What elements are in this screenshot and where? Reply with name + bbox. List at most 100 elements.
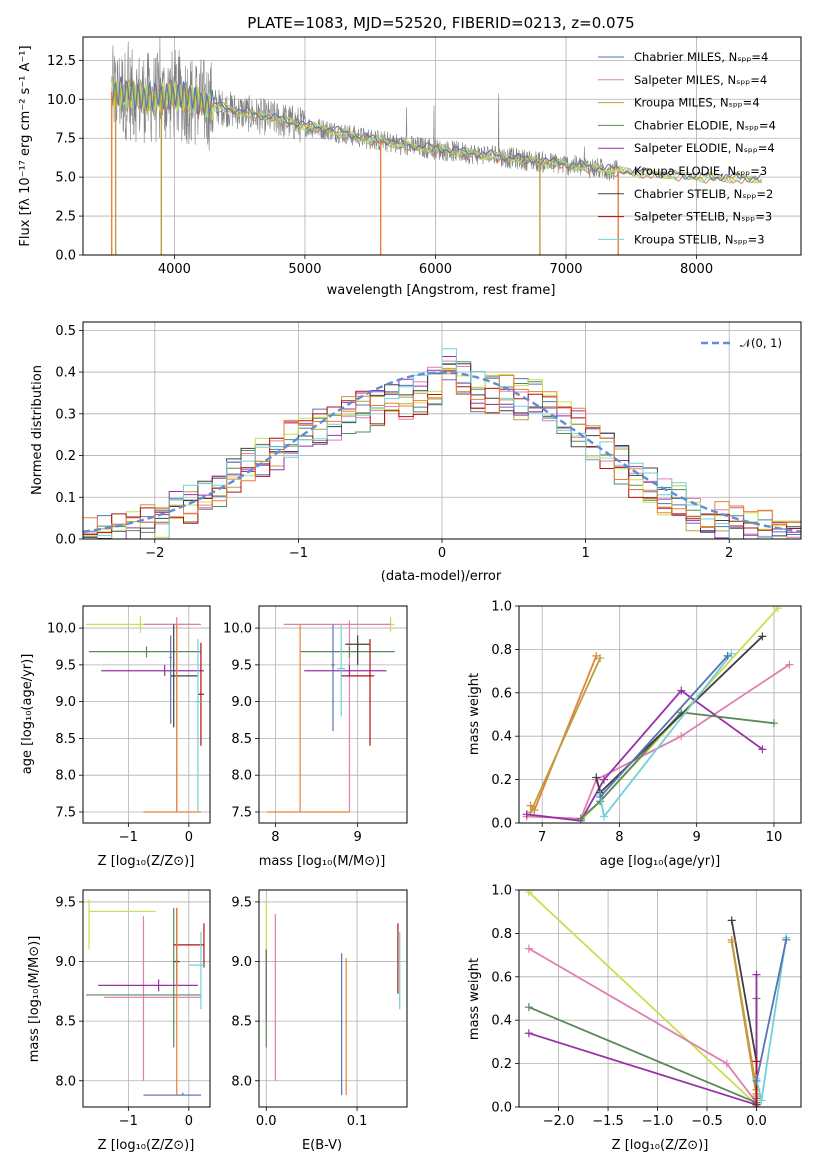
y-tick-label: 0.4 (491, 730, 512, 745)
model-spectrum-line (111, 79, 763, 184)
x-tick-label: 0.1 (347, 1114, 368, 1129)
mass-weight-line (730, 941, 758, 1097)
y-tick-label: 8.0 (231, 769, 252, 784)
spectrum-panel: PLATE=1083, MJD=52520, FIBERID=0213, z=0… (18, 14, 802, 298)
y-tick-label: 10.0 (223, 622, 252, 637)
y-tick-label: 0.5 (55, 324, 76, 339)
x-tick-label: −2 (145, 546, 164, 561)
residual-plot-area: −2 −1 0 1 2 0.0 0.1 0.2 0.3 0.4 0.5 (55, 321, 802, 561)
axes-frame (82, 605, 211, 824)
x-tick-label: −0.5 (691, 1114, 723, 1129)
data-marker (524, 890, 533, 897)
y-tick-label: 9.5 (55, 658, 76, 673)
data-marker (596, 654, 605, 663)
y-tick-label: 9.5 (231, 658, 252, 673)
weight-vs-z-xlabel: Z [log₁₀(Z/Z⊙)] (612, 1138, 709, 1153)
residual-legend: 𝒩(0, 1) (701, 336, 782, 350)
age-vs-z-plot-area: −1 0 7.5 8.0 8.5 9.0 9.5 10.0 (47, 605, 211, 845)
legend-entry: Salpeter ELODIE, Nₛₚₚ=4 (634, 141, 775, 155)
plot-content (111, 37, 763, 255)
axes-frame (518, 889, 802, 1108)
x-tick-label: 7 (538, 830, 546, 845)
y-tick-label: 5.0 (55, 171, 76, 186)
y-tick-label: 10.0 (47, 93, 76, 108)
data-marker (752, 1057, 761, 1066)
mass-weight-line (528, 974, 758, 1107)
x-tick-label: 10 (766, 830, 783, 845)
age-vs-mass-plot-area: 8 9 7.5 8.0 8.5 9.0 9.5 10.0 (223, 605, 408, 845)
data-marker (758, 632, 767, 641)
x-tick-label: −1 (119, 1114, 138, 1129)
y-tick-label: 0.3 (55, 407, 76, 422)
y-tick-label: 9.0 (231, 695, 252, 710)
y-tick-label: 1.0 (491, 884, 512, 899)
legend-entry: Salpeter STELIB, Nₛₚₚ=3 (634, 210, 772, 224)
y-tick-label: 8.0 (231, 1074, 252, 1089)
y-tick-label: 0.4 (55, 366, 76, 381)
data-marker (522, 810, 531, 819)
data-marker (677, 686, 686, 695)
data-marker (596, 792, 605, 801)
spectrum-xlabel: wavelength [Angstrom, rest frame] (327, 283, 556, 298)
plot-content (265, 901, 401, 1096)
weight-vs-z-ylabel: mass weight (467, 958, 482, 1040)
legend-entry: Kroupa MILES, Nₛₚₚ=4 (634, 96, 760, 110)
y-tick-label: 8.5 (55, 732, 76, 747)
y-tick-label: 0.8 (491, 927, 512, 942)
age-vs-z-panel: −1 0 7.5 8.0 8.5 9.0 9.5 10.0 Z [log₁₀(Z/Z⊙)] a… (20, 605, 211, 869)
data-marker (524, 1029, 533, 1038)
y-tick-label: 9.0 (231, 955, 252, 970)
residual-histogram-step (83, 373, 801, 530)
age-vs-mass-xlabel: mass [log₁₀(M/M⊙)] (259, 854, 386, 869)
weight-vs-z-plot-area: −2.0 −1.5 −1.0 −0.5 0.0 0.0 0.2 0.4 0.6 0.8 1.0 (491, 884, 802, 1129)
axes-frame (82, 889, 211, 1108)
residual-panel: −2 −1 0 1 2 0.0 0.1 0.2 0.3 0.4 0.5 (data-model)/e… (30, 321, 802, 584)
x-tick-label: 9 (354, 830, 362, 845)
legend-entry: Chabrier STELIB, Nₛₚₚ=2 (634, 187, 773, 201)
data-marker (752, 970, 761, 979)
plot-content (83, 348, 801, 539)
mass-vs-z-plot-area: −1 0 8.0 8.5 9.0 9.5 (55, 889, 211, 1129)
axes-frame (258, 889, 408, 1108)
y-tick-label: 10.0 (47, 622, 76, 637)
y-tick-label: 0.6 (491, 970, 512, 985)
y-tick-label: 0.8 (491, 643, 512, 658)
mass-vs-z-ylabel: mass [log₁₀(M/M⊙)] (27, 936, 42, 1063)
y-tick-label: 0.0 (491, 1101, 512, 1116)
mass-vs-ebv-xlabel: E(B-V) (302, 1138, 342, 1153)
x-tick-label: −2.0 (543, 1114, 575, 1129)
mass-weight-line (580, 711, 775, 820)
data-marker (524, 944, 533, 953)
data-marker (782, 935, 791, 944)
x-tick-label: −1 (289, 546, 308, 561)
data-marker (727, 938, 736, 947)
x-tick-label: −1.0 (642, 1114, 674, 1129)
legend-entry: Kroupa STELIB, Nₛₚₚ=3 (634, 232, 765, 246)
plot-content (522, 606, 794, 823)
x-tick-label: 1 (581, 546, 589, 561)
x-tick-label: 0.0 (256, 1114, 277, 1129)
weight-vs-age-plot-area: 7 8 9 10 0.0 0.2 0.4 0.6 0.8 1.0 (491, 600, 802, 845)
data-marker (785, 660, 794, 669)
y-tick-label: 0.2 (491, 1057, 512, 1072)
x-tick-label: −1.5 (592, 1114, 624, 1129)
weight-vs-z-panel: −2.0 −1.5 −1.0 −0.5 0.0 0.0 0.2 0.4 0.6 0.8 1.0 Z … (467, 884, 802, 1153)
axes-frame (82, 36, 802, 256)
legend-entry: Salpeter MILES, Nₛₚₚ=4 (634, 73, 767, 87)
plot-content (524, 890, 791, 1107)
y-tick-label: 8.5 (231, 732, 252, 747)
age-vs-z-xlabel: Z [log₁₀(Z/Z⊙)] (98, 854, 195, 869)
y-tick-label: 9.5 (55, 895, 76, 910)
model-spectrum-line (111, 76, 763, 183)
plot-content (86, 899, 205, 1096)
data-marker (599, 812, 608, 821)
x-tick-label: 8 (271, 830, 279, 845)
data-marker (757, 1096, 766, 1105)
x-tick-label: 9 (693, 830, 701, 845)
x-tick-label: 8 (615, 830, 623, 845)
weight-vs-age-ylabel: mass weight (467, 673, 482, 755)
age-vs-z-ylabel: age [log₁₀(age/yr)] (20, 654, 35, 775)
x-tick-label: 4000 (158, 262, 191, 277)
